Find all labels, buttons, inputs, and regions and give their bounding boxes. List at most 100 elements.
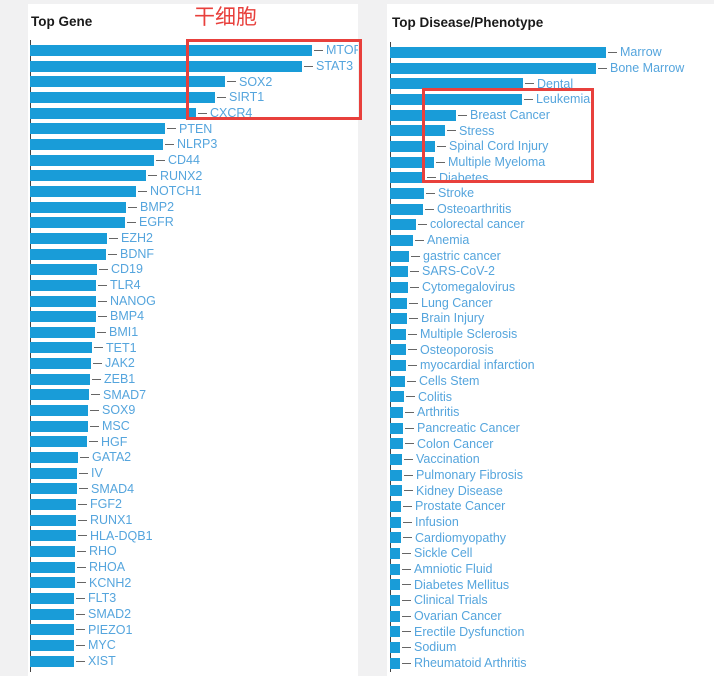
bar-label[interactable]: FLT3: [88, 591, 117, 606]
bar-label[interactable]: Amniotic Fluid: [414, 561, 493, 576]
bar-label[interactable]: EGFR: [139, 215, 174, 230]
bar-cxcr4[interactable]: [30, 107, 196, 119]
bar-label[interactable]: BMI1: [109, 325, 139, 340]
bar-label[interactable]: Prostate Cancer: [415, 499, 506, 514]
bar-label[interactable]: MSC: [102, 419, 130, 434]
bar-label[interactable]: Spinal Cord Injury: [449, 139, 549, 154]
bar-bmp4[interactable]: [30, 311, 96, 323]
bar-arthritis[interactable]: [390, 407, 403, 419]
bar-label[interactable]: Stress: [459, 123, 495, 138]
bar-label[interactable]: Cardiomyopathy: [415, 530, 507, 545]
bar-label[interactable]: Leukemia: [536, 92, 591, 107]
bar-label[interactable]: Breast Cancer: [470, 107, 550, 122]
bar-label[interactable]: Bone Marrow: [610, 60, 685, 75]
bar-label[interactable]: Kidney Disease: [416, 483, 503, 498]
bar-label[interactable]: BMP2: [140, 199, 175, 214]
bar-label[interactable]: RHOA: [89, 559, 126, 574]
bar-label[interactable]: HLA-DQB1: [90, 528, 153, 543]
bar-colitis[interactable]: [390, 391, 404, 403]
bar-sirt1[interactable]: [30, 91, 215, 103]
bar-bmp2[interactable]: [30, 201, 126, 213]
bar-runx2[interactable]: [30, 170, 146, 182]
bar-label[interactable]: SOX2: [239, 74, 273, 89]
bar-label[interactable]: Cells Stem: [419, 374, 480, 389]
bar-label[interactable]: RUNX1: [90, 512, 133, 527]
bar-label[interactable]: SIRT1: [229, 90, 265, 105]
bar-egfr[interactable]: [30, 217, 125, 229]
bar-label[interactable]: KCNH2: [89, 575, 132, 590]
bar-label[interactable]: Arthritis: [417, 405, 460, 420]
bar-sox9[interactable]: [30, 405, 88, 417]
bar-piezo1[interactable]: [30, 624, 74, 636]
bar-hla-dqb1[interactable]: [30, 530, 76, 542]
bar-label[interactable]: PIEZO1: [88, 622, 133, 637]
bar-label[interactable]: PTEN: [179, 121, 213, 136]
bar-leukemia[interactable]: [390, 93, 522, 105]
bar-label[interactable]: STAT3: [316, 58, 354, 73]
bar-label[interactable]: NANOG: [110, 293, 156, 308]
bar-cd19[interactable]: [30, 264, 97, 276]
bar-label[interactable]: SOX9: [102, 403, 136, 418]
bar-hgf[interactable]: [30, 436, 87, 448]
bar-colorectal-cancer[interactable]: [390, 219, 416, 231]
bar-label[interactable]: Infusion: [415, 514, 459, 529]
bar-pten[interactable]: [30, 123, 165, 135]
bar-label[interactable]: Clinical Trials: [414, 593, 488, 608]
bar-label[interactable]: SMAD2: [88, 606, 132, 621]
bar-label[interactable]: RHO: [89, 544, 117, 559]
bar-myocardial-infarction[interactable]: [390, 360, 406, 372]
bar-rho[interactable]: [30, 546, 75, 558]
bar-label[interactable]: Osteoporosis: [420, 342, 494, 357]
bar-smad2[interactable]: [30, 608, 74, 620]
bar-multiple-myeloma[interactable]: [390, 156, 434, 168]
bar-ezh2[interactable]: [30, 232, 107, 244]
bar-label[interactable]: GATA2: [92, 450, 132, 465]
bar-gastric-cancer[interactable]: [390, 250, 409, 262]
bar-sars-cov-2[interactable]: [390, 266, 408, 278]
bar-bmi1[interactable]: [30, 326, 95, 338]
bar-label[interactable]: Osteoarthritis: [437, 201, 512, 216]
bar-cytomegalovirus[interactable]: [390, 281, 408, 293]
bar-lung-cancer[interactable]: [390, 297, 407, 309]
bar-vaccination[interactable]: [390, 454, 402, 466]
bar-pancreatic-cancer[interactable]: [390, 422, 403, 434]
bar-label[interactable]: BMP4: [110, 309, 145, 324]
bar-clinical-trials[interactable]: [390, 594, 400, 606]
bar-smad7[interactable]: [30, 389, 89, 401]
bar-spinal-cord-injury[interactable]: [390, 140, 435, 152]
bar-label[interactable]: Colitis: [418, 389, 453, 404]
bar-kidney-disease[interactable]: [390, 485, 402, 497]
bar-anemia[interactable]: [390, 234, 413, 246]
bar-runx1[interactable]: [30, 514, 76, 526]
bar-colon-cancer[interactable]: [390, 438, 403, 450]
bar-label[interactable]: MTOR: [326, 43, 358, 58]
bar-label[interactable]: Marrow: [620, 45, 662, 60]
bar-label[interactable]: ZEB1: [104, 372, 136, 387]
bar-label[interactable]: Pancreatic Cancer: [417, 421, 520, 436]
bar-label[interactable]: Anemia: [427, 233, 470, 248]
bar-cells-stem[interactable]: [390, 375, 405, 387]
bar-label[interactable]: CD19: [111, 262, 143, 277]
bar-label[interactable]: CXCR4: [210, 105, 253, 120]
bar-nanog[interactable]: [30, 295, 96, 307]
bar-label[interactable]: Erectile Dysfunction: [414, 624, 525, 639]
bar-zeb1[interactable]: [30, 373, 90, 385]
bar-label[interactable]: SMAD4: [91, 481, 135, 496]
bar-stat3[interactable]: [30, 60, 302, 72]
bar-tlr4[interactable]: [30, 279, 96, 291]
bar-fgf2[interactable]: [30, 499, 76, 511]
bar-prostate-cancer[interactable]: [390, 501, 401, 513]
bar-label[interactable]: Ovarian Cancer: [414, 608, 502, 623]
bar-amniotic-fluid[interactable]: [390, 563, 400, 575]
bar-flt3[interactable]: [30, 592, 74, 604]
bar-stress[interactable]: [390, 125, 445, 137]
bar-label[interactable]: IV: [91, 465, 103, 480]
bar-label[interactable]: NLRP3: [177, 137, 218, 152]
bar-label[interactable]: Colon Cancer: [417, 436, 494, 451]
bar-sodium[interactable]: [390, 641, 400, 653]
bar-label[interactable]: FGF2: [90, 497, 122, 512]
bar-label[interactable]: gastric cancer: [423, 248, 501, 263]
bar-label[interactable]: Multiple Myeloma: [448, 154, 546, 169]
bar-label[interactable]: SARS-CoV-2: [422, 264, 495, 279]
bar-label[interactable]: MYC: [88, 638, 116, 653]
